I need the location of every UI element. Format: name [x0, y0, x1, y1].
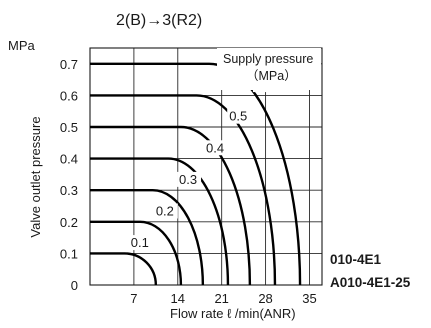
series-label-bg	[227, 108, 252, 124]
y-tick-label: 0.1	[60, 246, 78, 261]
series-label-bg	[177, 171, 202, 187]
y-tick-label: 0.5	[60, 120, 78, 135]
series-label-0-2: 0.2	[156, 203, 174, 218]
series-label-0-5: 0.5	[229, 109, 247, 124]
model-label-2: A010-4E1-25	[330, 275, 411, 290]
series-line-0-1	[90, 252, 158, 286]
legend-unit: （MPa）	[246, 69, 297, 83]
y-tick-label: 0.2	[60, 215, 78, 230]
legend-title: Supply pressure	[223, 52, 313, 66]
series-label-0-3: 0.3	[179, 172, 197, 187]
y-tick-label: 0.4	[60, 152, 78, 167]
x-axis-label: Flow rate ℓ /min(ANR)	[170, 306, 296, 321]
chart-title: 2(B)→3(R2)	[116, 12, 202, 29]
x-tick-label: 21	[214, 291, 228, 306]
x-tick-label: 14	[171, 291, 185, 306]
x-tick-label: 35	[302, 291, 316, 306]
series-line-0-6	[90, 94, 277, 286]
series-label-bg	[153, 203, 178, 219]
series-label-bg	[204, 140, 228, 156]
x-tick-label: 7	[130, 291, 137, 306]
series-line-0-5	[90, 125, 252, 286]
y-tick-label: 0.6	[60, 88, 78, 103]
series-line-0-3	[90, 189, 205, 286]
series-label-0-1: 0.1	[131, 235, 149, 250]
chart-ticks: 0 0.1 0.2 0.3 0.4 0.5 0.6 0.7 7 14 21 28 35	[60, 57, 317, 306]
x-tick-label: 28	[258, 291, 272, 306]
y-tick-label: 0.7	[60, 57, 78, 72]
series-line-0-4	[90, 157, 230, 286]
chart-legend: Supply pressure （MPa）	[217, 48, 321, 90]
plot-frame	[89, 47, 323, 286]
y-axis-label: Valve outlet pressure	[28, 116, 43, 237]
y-tick-label: 0.3	[60, 183, 78, 198]
series-line-0-2	[90, 220, 183, 286]
series-label-bg	[128, 235, 153, 251]
series-label-0-4: 0.4	[206, 140, 224, 155]
legend-box	[217, 48, 321, 90]
y-tick-label: 0	[71, 278, 78, 293]
model-label-1: 010-4E1	[330, 252, 382, 267]
y-axis-unit: MPa	[8, 38, 36, 53]
